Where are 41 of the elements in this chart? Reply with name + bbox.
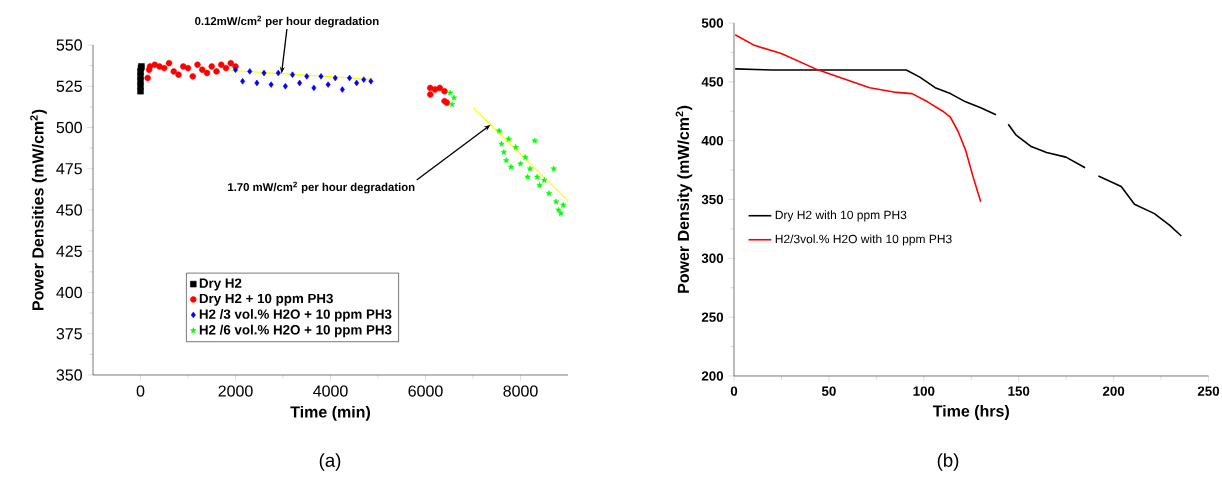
y-tick-label: 250 — [701, 312, 724, 322]
legend-label: H2 /3 vol.% H2O + 10 ppm PH3 — [199, 309, 392, 322]
y-tick-label: 475 — [56, 163, 82, 175]
y-tick-label: 300 — [701, 253, 724, 264]
x-axis-title: Time (hrs) — [932, 404, 1009, 420]
x-tick-label: 6000 — [408, 385, 443, 397]
y-axis-title: Power Densities (mW/cm$^{2}$) — [30, 109, 47, 311]
y-tick-label: 400 — [56, 286, 82, 299]
y-tick-label: 525 — [56, 80, 82, 92]
x-axis-title: Time (min) — [290, 405, 370, 421]
legend-label: Dry H2 — [199, 278, 242, 291]
x-tick-label: 4000 — [313, 385, 348, 397]
annotation: 0.12mW/cm$^{2}$ per hour degradation — [195, 15, 379, 28]
y-tick-label: 425 — [56, 245, 82, 257]
y-tick-label: 450 — [56, 204, 82, 216]
annotation: 1.70 mW/cm$^{2}$ per hour degradation — [228, 181, 415, 194]
y-tick-label: 350 — [56, 369, 82, 381]
x-tick-label: 250 — [1197, 386, 1220, 396]
x-tick-label: 0 — [730, 386, 738, 396]
x-tick-label: 2000 — [218, 385, 253, 397]
legend-label: Dry H2 with 10 ppm PH3 — [775, 210, 907, 222]
y-tick-label: 350 — [701, 194, 724, 205]
legend-label: H2 /6 vol.% H2O + 10 ppm PH3 — [199, 324, 392, 338]
x-tick-label: 50 — [821, 386, 836, 396]
legend-label: Dry H2 + 10 ppm PH3 — [199, 293, 333, 306]
x-tick-label: 200 — [1102, 386, 1125, 396]
x-tick-label: 150 — [1008, 386, 1030, 396]
x-tick-label: 100 — [913, 386, 935, 396]
y-tick-label: 500 — [701, 18, 724, 28]
text: (b) — [937, 453, 959, 471]
y-tick-label: 400 — [701, 135, 724, 146]
text: (a) — [319, 453, 341, 471]
y-axis-title: Power Density (mW/cm$^{2}$) — [675, 105, 693, 293]
legend-label: H2/3vol.% H2O with 10 ppm PH3 — [775, 234, 952, 246]
y-tick-label: 450 — [701, 77, 724, 87]
y-tick-label: 200 — [701, 371, 724, 381]
y-tick-label: 550 — [56, 39, 82, 51]
y-tick-label: 375 — [56, 328, 82, 340]
x-tick-label: 0 — [136, 385, 145, 397]
y-tick-label: 500 — [56, 121, 82, 134]
x-tick-label: 8000 — [503, 385, 538, 397]
